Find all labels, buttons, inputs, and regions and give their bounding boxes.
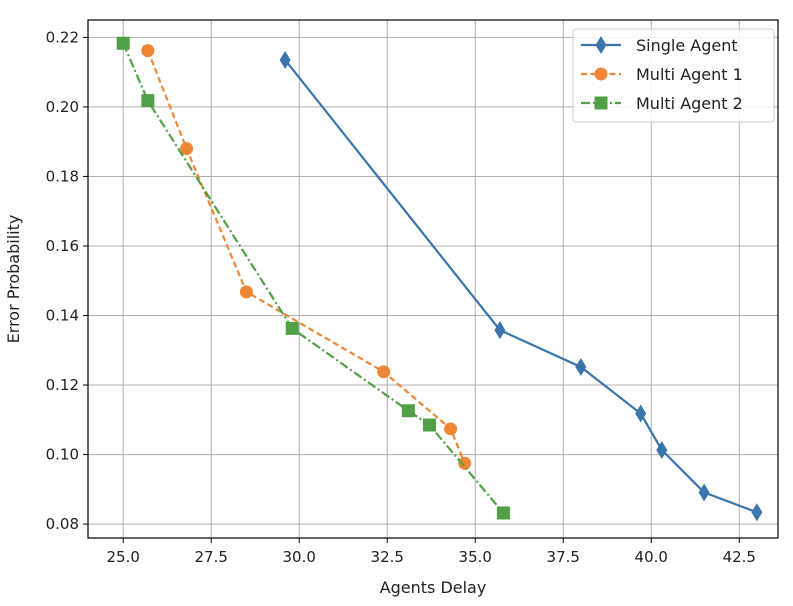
data-point [401, 404, 415, 418]
legend-item: Single Agent [581, 36, 738, 55]
data-point [239, 285, 253, 299]
data-point [458, 456, 472, 470]
data-point [141, 94, 155, 108]
legend-item: Multi Agent 2 [581, 94, 743, 113]
series-line [122, 42, 505, 514]
legend-label: Multi Agent 2 [636, 94, 743, 113]
legend-item: Multi Agent 1 [581, 65, 743, 84]
data-point [285, 321, 299, 335]
legend: Single Agent Multi Agent 1 Multi Agent 2 [572, 28, 775, 123]
x-tick-label: 42.5 [723, 548, 756, 566]
legend-marker [595, 36, 607, 54]
x-tick-label: 30.0 [283, 548, 316, 566]
x-tick-label: 25.0 [107, 548, 140, 566]
plot-frame [87, 19, 779, 539]
series-line [284, 59, 758, 514]
legend-box [572, 28, 775, 123]
legend-marker [594, 67, 608, 81]
x-axis-label: Agents Delay [380, 578, 487, 597]
data-point [698, 483, 710, 502]
data-point [496, 506, 510, 520]
y-tick-label: 0.10 [46, 446, 79, 464]
y-tick-label: 0.18 [46, 167, 79, 185]
data-point [116, 36, 130, 50]
y-tick-label: 0.22 [46, 28, 79, 46]
series-single-agent [279, 50, 763, 522]
x-tick-label: 40.0 [635, 548, 668, 566]
data-point [494, 321, 506, 340]
data-point [635, 404, 647, 423]
y-tick-label: 0.14 [46, 307, 79, 325]
x-tick-label: 37.5 [547, 548, 580, 566]
legend-label: Multi Agent 1 [636, 65, 743, 84]
data-point [444, 422, 458, 436]
series-multi-agent-2 [116, 36, 510, 520]
y-tick-label: 0.08 [46, 515, 79, 533]
legend-marker [594, 96, 608, 110]
y-tick-label: 0.12 [46, 376, 79, 394]
series-multi-agent-1 [141, 44, 472, 470]
x-tick-label: 27.5 [195, 548, 228, 566]
data-point [422, 418, 436, 432]
data-point [377, 365, 391, 379]
series-line [146, 50, 466, 464]
legend-label: Single Agent [636, 36, 738, 55]
series-layer [116, 36, 763, 522]
ticks: 25.0 27.5 30.0 32.5 35.0 37.5 40.0 42.5 0.08 0.10… [46, 28, 756, 566]
data-point [141, 44, 155, 58]
x-tick-label: 35.0 [459, 548, 492, 566]
y-tick-label: 0.20 [46, 98, 79, 116]
x-tick-label: 32.5 [371, 548, 404, 566]
data-point [575, 357, 587, 376]
data-point [279, 50, 291, 69]
data-point [180, 142, 194, 156]
data-point [656, 441, 668, 460]
data-point [751, 503, 763, 522]
y-tick-label: 0.16 [46, 237, 79, 255]
y-axis-label: Error Probability [4, 215, 23, 344]
